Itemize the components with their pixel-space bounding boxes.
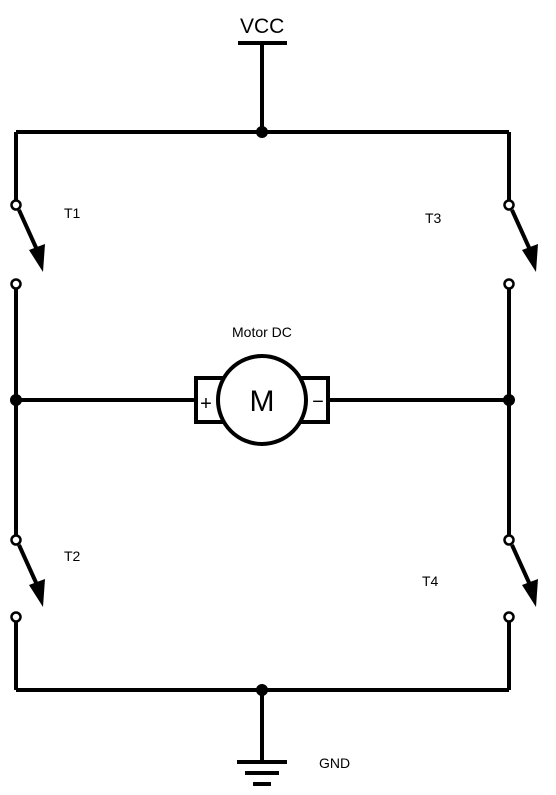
switch-t4 — [503, 534, 538, 623]
junction-left — [10, 394, 22, 406]
motor-body — [216, 354, 308, 446]
motor-minus-sign: − — [312, 391, 324, 413]
junction-right — [503, 394, 515, 406]
switch-t3 — [503, 199, 538, 290]
t4-label: T4 — [422, 573, 439, 589]
switch-t2 — [10, 534, 45, 623]
vcc-label: VCC — [240, 15, 284, 38]
gnd-symbol — [237, 760, 287, 786]
t2-label: T2 — [64, 548, 81, 564]
motor-symbol: M — [250, 385, 275, 418]
junction-bottom — [256, 684, 268, 696]
gnd-label: GND — [319, 755, 350, 771]
motor-plus-sign: + — [200, 393, 212, 415]
switch-t1 — [10, 199, 45, 290]
t3-label: T3 — [425, 210, 442, 226]
motor — [194, 354, 330, 446]
motor-title: Motor DC — [232, 324, 292, 340]
junction-top — [256, 126, 268, 138]
t1-label: T1 — [64, 205, 81, 221]
